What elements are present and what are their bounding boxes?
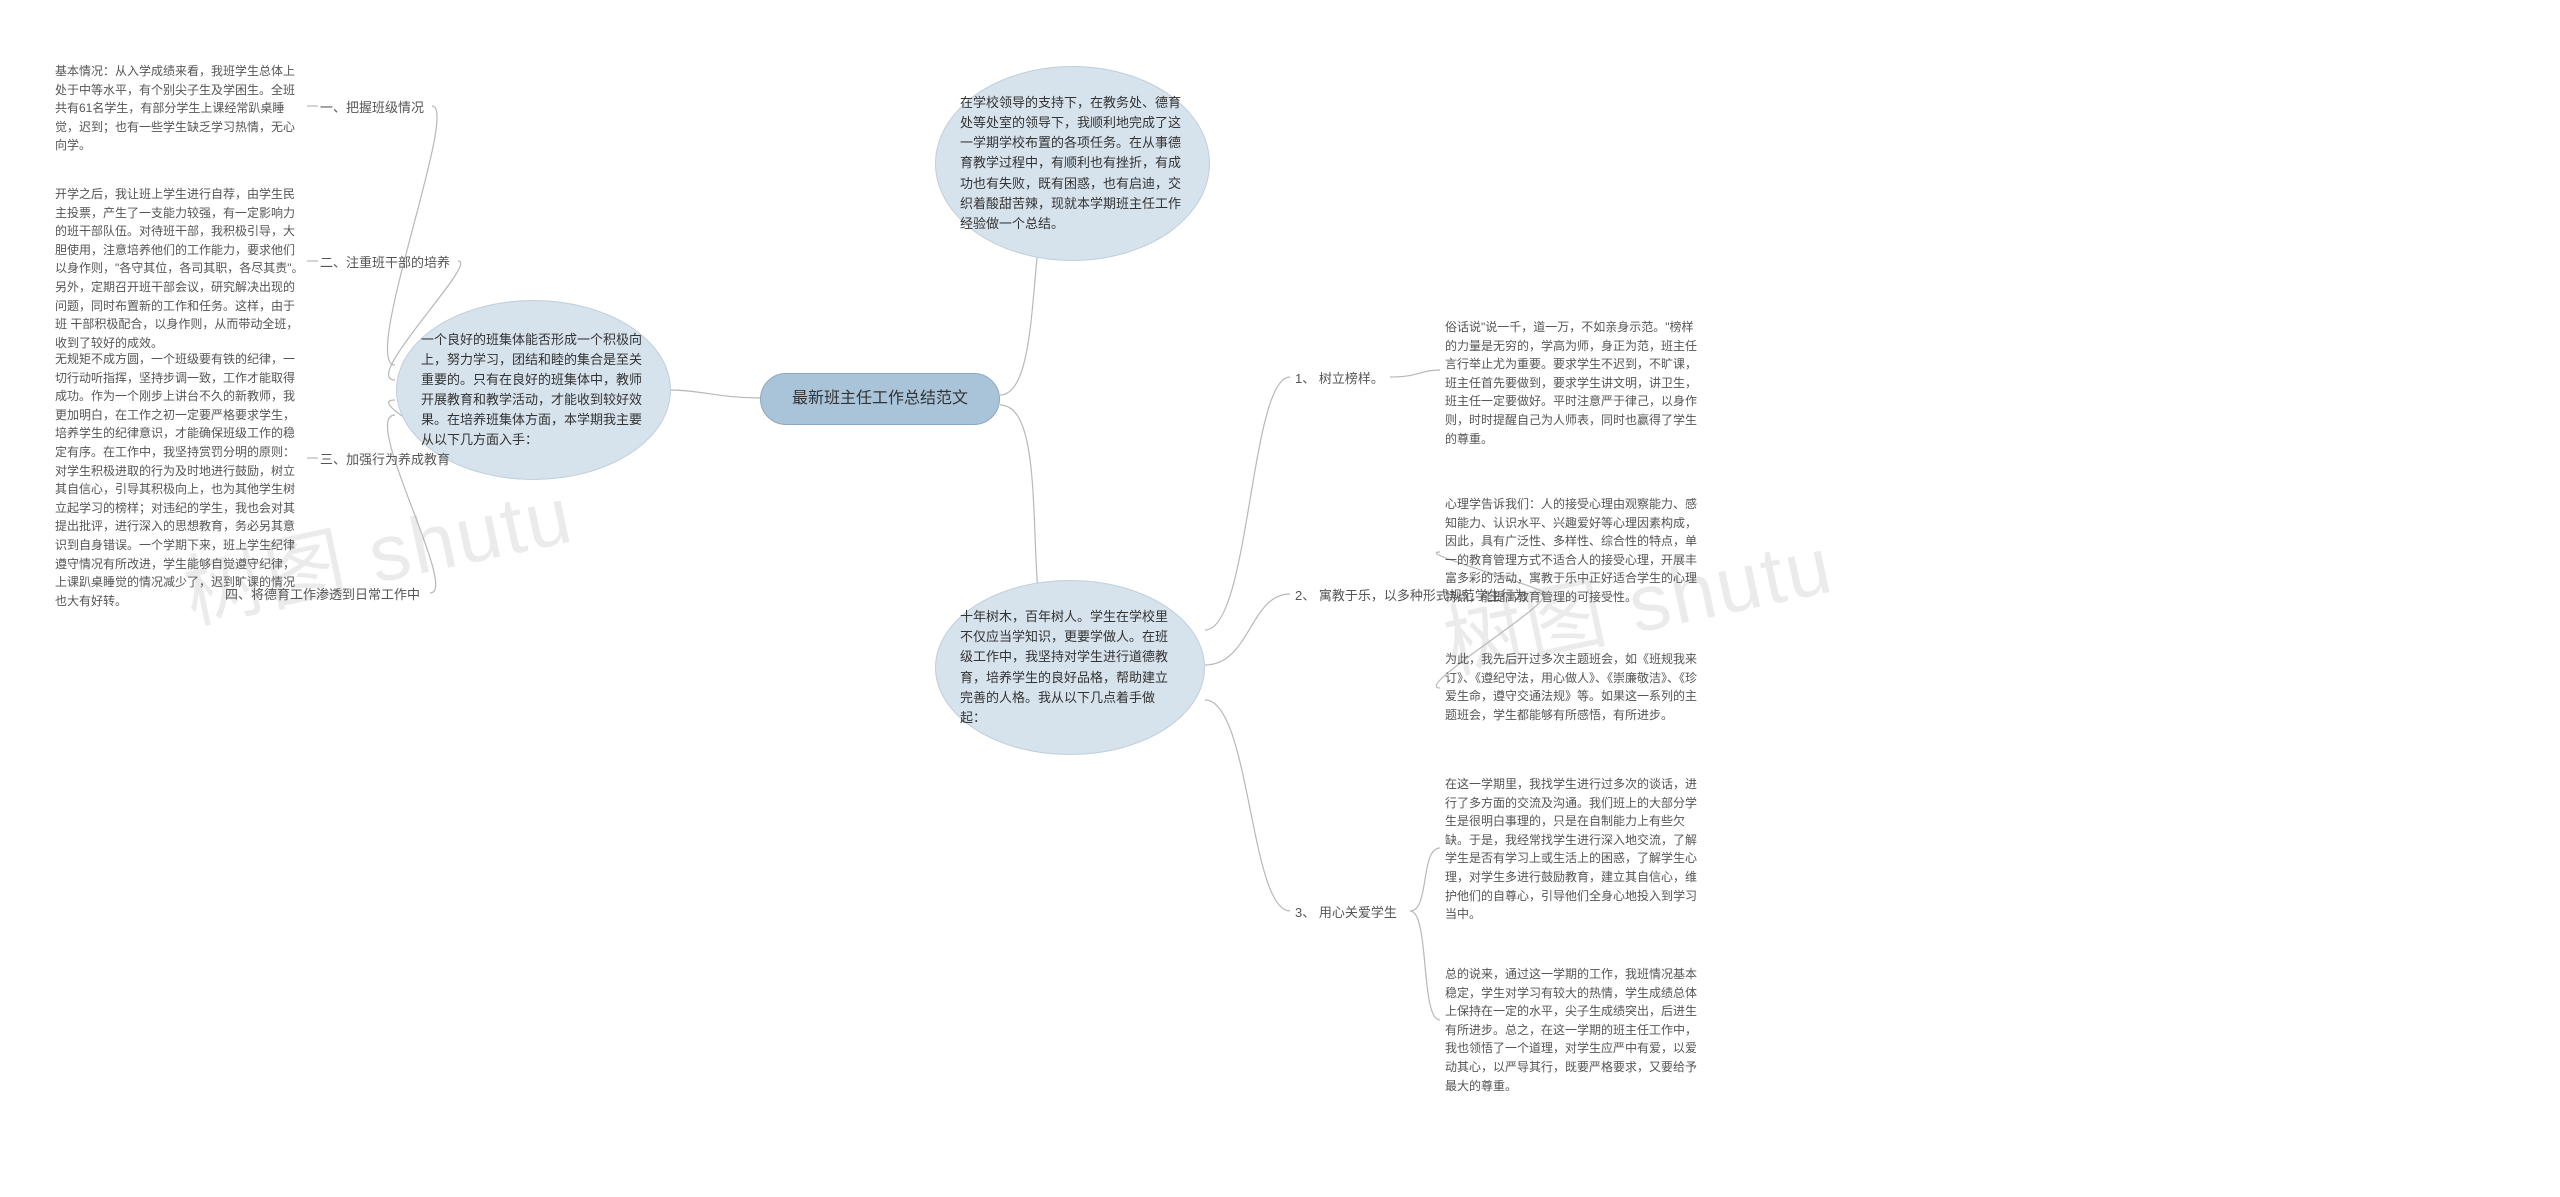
root-node: 最新班主任工作总结范文: [760, 373, 1000, 425]
right-branch-3-label: 3、 用心关爱学生: [1295, 903, 1397, 923]
right-branch-3-text-1: 在这一学期里，我找学生进行过多次的谈话，进行了多方面的交流及沟通。我们班上的大部…: [1445, 775, 1705, 924]
right-branch-3-text-2: 总的说来，通过这一学期的工作，我班情况基本稳定，学生对学习有较大的热情，学生成绩…: [1445, 965, 1705, 1095]
right-branch-1-label: 1、 树立榜样。: [1295, 369, 1384, 389]
left-branch-4-label: 四、将德育工作渗透到日常工作中: [225, 585, 420, 605]
left-branch-1-label: 一、把握班级情况: [320, 98, 424, 118]
left-branch-2-label: 二、注重班干部的培养: [320, 253, 450, 273]
left-branch-3-text: 无规矩不成方圆，一个班级要有铁的纪律，一切行动听指挥，坚持步调一致，工作才能取得…: [55, 350, 305, 610]
left-branch-3-label: 三、加强行为养成教育: [320, 450, 450, 470]
right-branch-1-text: 俗话说"说一千，道一万，不如亲身示范。"榜样的力量是无穷的，学高为师，身正为范，…: [1445, 318, 1705, 448]
blob-top-right: 在学校领导的支持下，在教务处、德育处等处室的领导下，我顺利地完成了这一学期学校布…: [935, 66, 1210, 261]
left-branch-1-text: 基本情况：从入学成绩来看，我班学生总体上处于中等水平，有个别尖子生及学困生。全班…: [55, 62, 305, 155]
left-branch-2-text: 开学之后，我让班上学生进行自荐，由学生民主投票，产生了一支能力较强，有一定影响力…: [55, 185, 305, 352]
right-branch-2-text-2: 为此，我先后开过多次主题班会，如《班规我来订》、《遵纪守法，用心做人》、《崇廉敬…: [1445, 650, 1705, 724]
blob-bottom-right: 十年树木，百年树人。学生在学校里不仅应当学知识，更要学做人。在班级工作中，我坚持…: [935, 580, 1205, 755]
right-branch-2-text-1: 心理学告诉我们：人的接受心理由观察能力、感知能力、认识水平、兴趣爱好等心理因素构…: [1445, 495, 1705, 607]
